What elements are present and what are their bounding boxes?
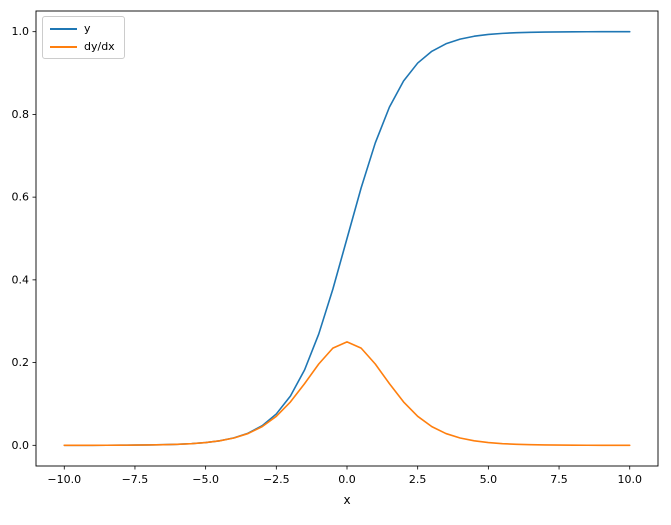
y-tick-label: 0.6 bbox=[12, 191, 30, 204]
legend: y dy/dx bbox=[42, 16, 125, 59]
x-tick-label: −5.0 bbox=[192, 473, 219, 486]
x-tick-label: −2.5 bbox=[263, 473, 290, 486]
x-tick-label: 0.0 bbox=[338, 473, 356, 486]
legend-line-y-swatch bbox=[50, 27, 77, 30]
y-tick-label: 0.0 bbox=[12, 439, 30, 452]
axes-box bbox=[35, 10, 659, 467]
series-line-y bbox=[63, 30, 631, 447]
x-axis-label: x bbox=[343, 493, 350, 507]
legend-line-dydx-swatch bbox=[50, 45, 77, 48]
x-tick-label: −7.5 bbox=[122, 473, 149, 486]
legend-entry-y: y bbox=[50, 22, 115, 35]
y-tick-label: 1.0 bbox=[12, 25, 30, 38]
series-line-dy-dx bbox=[63, 341, 631, 447]
x-tick-label: 2.5 bbox=[409, 473, 427, 486]
x-tick-label: 7.5 bbox=[550, 473, 568, 486]
x-tick-label: 5.0 bbox=[480, 473, 498, 486]
legend-entry-dydx: dy/dx bbox=[50, 40, 115, 53]
x-tick-label: 10.0 bbox=[617, 473, 642, 486]
y-tick-label: 0.4 bbox=[12, 273, 30, 286]
legend-label-dydx: dy/dx bbox=[84, 40, 115, 53]
x-tick-label: −10.0 bbox=[47, 473, 81, 486]
y-tick-label: 0.8 bbox=[12, 108, 30, 121]
y-tick-label: 0.2 bbox=[12, 356, 30, 369]
legend-label-y: y bbox=[84, 22, 91, 35]
